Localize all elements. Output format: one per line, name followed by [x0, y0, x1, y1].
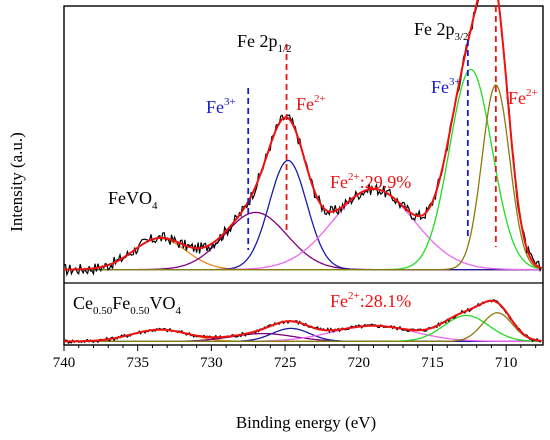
panel-ce-fe-vo4: [63, 299, 542, 344]
fit-envelope: [64, 0, 542, 271]
fe2p32-label: Fe 2p3/2: [414, 19, 469, 43]
reference-lines: [247, 6, 497, 250]
fit-component: [64, 327, 542, 343]
raw-spectrum: [63, 0, 543, 277]
fe3-label-2p12: Fe3+: [206, 96, 236, 117]
x-tick-label: 730: [200, 355, 223, 371]
x-axis-label: Binding energy (eV): [236, 413, 376, 432]
fe3-label-2p32: Fe3+: [431, 76, 461, 97]
x-tick-label: 720: [348, 355, 371, 371]
panel-fevo4: [63, 0, 543, 277]
fit-envelope: [64, 299, 542, 343]
sample-fevo4: FeVO4: [108, 188, 158, 212]
sample-ce-fe-vo4: Ce0.50Fe0.50VO4: [73, 293, 182, 317]
x-tick-label: 725: [274, 355, 297, 371]
plot-frame: [63, 5, 544, 346]
annotations: Fe 2p1/2 Fe 2p3/2 Fe3+ Fe2+ Fe3+ Fe2+ FeVO4 Ce0…: [73, 19, 538, 317]
y-axis-label: Intensity (a.u.): [7, 132, 26, 232]
fe2-label-2p32: Fe2+: [508, 87, 538, 108]
fit-component: [64, 84, 542, 271]
fit-component: [64, 312, 542, 343]
x-tick-label: 710: [495, 355, 518, 371]
fe2p12-label: Fe 2p1/2: [237, 31, 292, 55]
fe2-fraction-fevo4: Fe2+:29.9%: [330, 171, 411, 192]
x-axis: 740 735 730 725 720 715 710: [53, 345, 537, 371]
x-tick-label: 715: [421, 355, 444, 371]
plot-border: [63, 5, 544, 346]
fe2-label-2p12: Fe2+: [296, 93, 326, 114]
fe2-fraction-ce-fe-vo4: Fe2+:28.1%: [330, 290, 411, 311]
x-tick-label: 740: [53, 355, 76, 371]
x-tick-label: 735: [126, 355, 149, 371]
